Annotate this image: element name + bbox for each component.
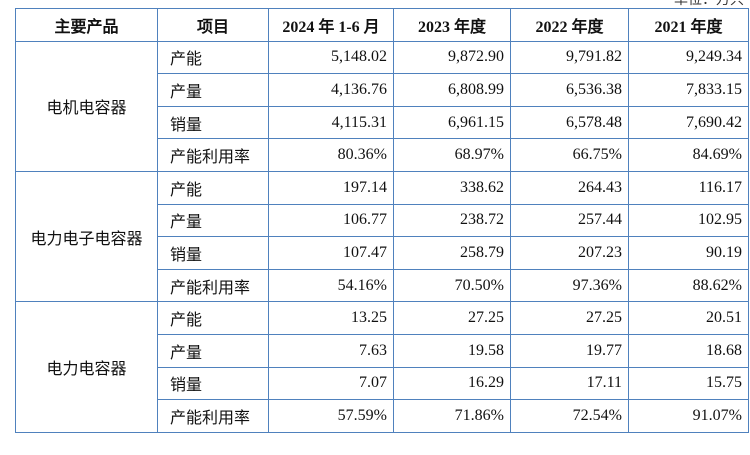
value-cell: 258.79 (393, 236, 511, 270)
value-cell: 106.77 (268, 203, 394, 238)
item-cell: 产能 (157, 170, 269, 205)
value-cell: 264.43 (510, 170, 629, 205)
unit-label: 单位：万只 (674, 0, 744, 8)
value-cell: 116.17 (628, 170, 749, 205)
header-row: 主要产品 项目 2024 年 1-6 月 2023 年度 2022 年度 2021 年度 (15, 8, 749, 42)
value-cell: 90.19 (628, 236, 749, 270)
value-cell: 66.75% (510, 138, 629, 172)
value-cell: 6,578.48 (510, 105, 629, 140)
value-cell: 6,808.99 (393, 73, 511, 107)
value-cell: 84.69% (628, 138, 749, 172)
value-cell: 71.86% (393, 399, 511, 433)
table-row: 产量 7.63 19.58 19.77 18.68 (16, 333, 749, 368)
item-cell: 产能利用率 (157, 399, 269, 433)
value-cell: 257.44 (510, 203, 629, 238)
table-row: 电力电子电容器 产能 197.14 338.62 264.43 116.17 (15, 170, 749, 303)
value-cell: 7,690.42 (628, 105, 749, 140)
value-cell: 338.62 (393, 170, 511, 205)
value-cell: 4,136.76 (268, 73, 394, 107)
header-cell: 2021 年度 (628, 8, 749, 42)
group-cell: 电力电子电容器 (15, 170, 158, 303)
value-cell: 7,833.15 (628, 73, 749, 107)
value-cell: 80.36% (268, 138, 394, 172)
value-cell: 70.50% (393, 268, 511, 303)
table-row: 产量 4,136.76 6,808.99 6,536.38 7,833.15 (16, 73, 749, 107)
value-cell: 197.14 (268, 170, 394, 205)
value-cell: 15.75 (628, 366, 749, 401)
item-cell: 销量 (157, 366, 269, 401)
header-cell: 2024 年 1-6 月 (268, 8, 394, 42)
value-cell: 207.23 (510, 236, 629, 270)
item-cell: 产量 (157, 73, 269, 107)
item-cell: 产能利用率 (157, 138, 269, 172)
value-cell: 4,115.31 (268, 105, 394, 140)
header-cell: 项目 (157, 8, 269, 42)
item-cell: 产量 (157, 333, 269, 368)
value-cell: 19.77 (510, 333, 629, 368)
value-cell: 13.25 (268, 301, 394, 335)
value-cell: 18.68 (628, 333, 749, 368)
header-cell: 主要产品 (15, 8, 158, 42)
table-row: 电机电容器 产能 5,148.02 9,872.90 9,791.82 9,249.34 (15, 40, 749, 172)
value-cell: 9,791.82 (510, 40, 629, 75)
value-cell: 16.29 (393, 366, 511, 401)
value-cell: 9,249.34 (628, 40, 749, 75)
value-cell: 72.54% (510, 399, 629, 433)
group-cell: 电机电容器 (15, 40, 158, 172)
table-row: 产能利用率 54.16% 70.50% 97.36% 88.62% (16, 268, 749, 303)
value-cell: 88.62% (628, 268, 749, 303)
value-cell: 27.25 (393, 301, 511, 335)
value-cell: 5,148.02 (268, 40, 394, 75)
header-cell: 2023 年度 (393, 8, 511, 42)
value-cell: 68.97% (393, 138, 511, 172)
value-cell: 91.07% (628, 399, 749, 433)
item-cell: 产能 (157, 40, 269, 75)
value-cell: 54.16% (268, 268, 394, 303)
value-cell: 19.58 (393, 333, 511, 368)
value-cell: 6,536.38 (510, 73, 629, 107)
item-cell: 产量 (157, 203, 269, 238)
value-cell: 27.25 (510, 301, 629, 335)
item-cell: 销量 (157, 236, 269, 270)
value-cell: 238.72 (393, 203, 511, 238)
table-row: 销量 7.07 16.29 17.11 15.75 (16, 366, 749, 401)
value-cell: 20.51 (628, 301, 749, 335)
value-cell: 102.95 (628, 203, 749, 238)
value-cell: 7.07 (268, 366, 394, 401)
group-cell: 电力电容器 (15, 301, 158, 433)
table-row: 销量 4,115.31 6,961.15 6,578.48 7,690.42 (16, 105, 749, 140)
value-cell: 7.63 (268, 333, 394, 368)
table-row: 电力电容器 产能 13.25 27.25 27.25 20.51 (15, 301, 749, 433)
item-cell: 产能 (157, 301, 269, 335)
item-cell: 产能利用率 (157, 268, 269, 303)
table-row: 产能利用率 57.59% 71.86% 72.54% 91.07% (16, 399, 749, 433)
item-cell: 销量 (157, 105, 269, 140)
value-cell: 97.36% (510, 268, 629, 303)
capacity-table: 主要产品 项目 2024 年 1-6 月 2023 年度 2022 年度 2021 年度 … (15, 8, 749, 433)
value-cell: 107.47 (268, 236, 394, 270)
table-body: 电机电容器 产能 5,148.02 9,872.90 9,791.82 9,249.34 产… (15, 40, 749, 433)
value-cell: 9,872.90 (393, 40, 511, 75)
table-row: 销量 107.47 258.79 207.23 90.19 (16, 236, 749, 270)
header-cell: 2022 年度 (510, 8, 629, 42)
value-cell: 6,961.15 (393, 105, 511, 140)
table-row: 产能利用率 80.36% 68.97% 66.75% 84.69% (16, 138, 749, 172)
value-cell: 17.11 (510, 366, 629, 401)
value-cell: 57.59% (268, 399, 394, 433)
